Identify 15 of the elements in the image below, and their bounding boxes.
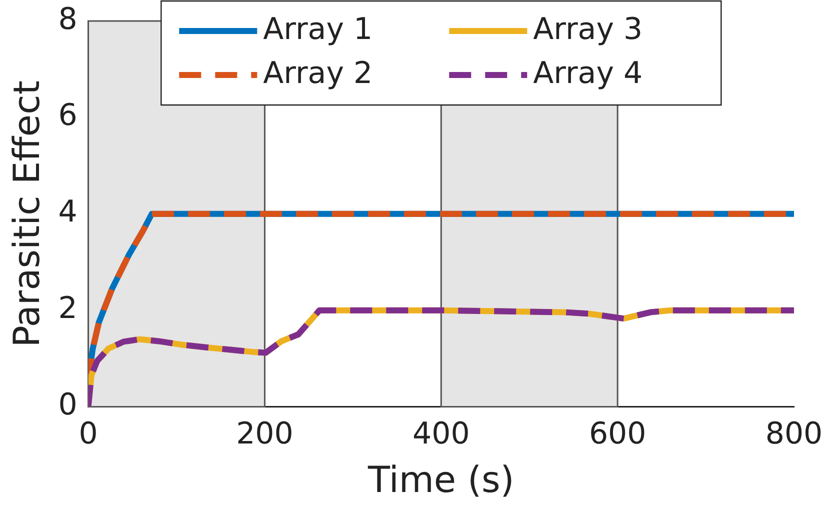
x-tick-label: 800 — [765, 416, 823, 452]
x-tick-label: 400 — [412, 416, 470, 452]
y-tick-label: 6 — [58, 98, 78, 134]
x-tick-label: 200 — [236, 416, 294, 452]
legend-label: Array 4 — [533, 56, 643, 91]
x-axis-title: Time (s) — [366, 460, 514, 501]
y-tick-label: 2 — [58, 291, 78, 326]
y-tick-label: 4 — [58, 194, 78, 230]
y-axis-title: Parasitic Effect — [6, 80, 48, 348]
y-tick-label: 0 — [58, 388, 78, 423]
x-tick-label: 600 — [588, 416, 646, 452]
legend-label: Array 3 — [533, 12, 643, 47]
legend-label: Array 2 — [263, 56, 373, 91]
y-tick-label: 8 — [58, 2, 78, 37]
legend-label: Array 1 — [263, 12, 373, 47]
